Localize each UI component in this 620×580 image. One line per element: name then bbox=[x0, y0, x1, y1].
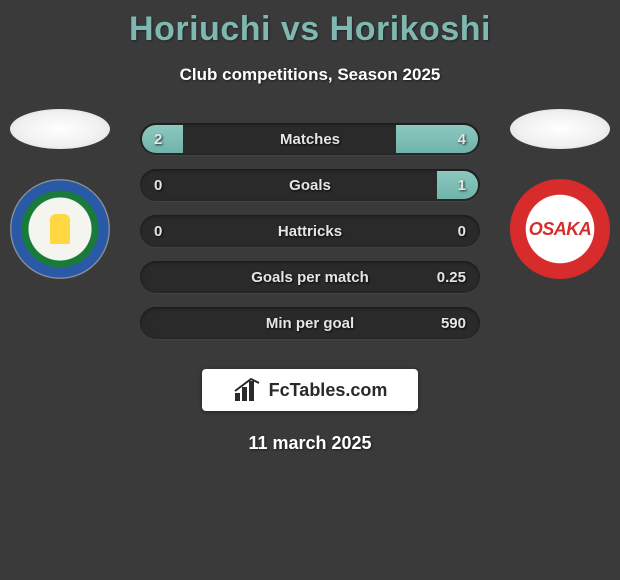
stat-fill-left bbox=[142, 125, 183, 153]
stat-value-right: 4 bbox=[458, 131, 466, 148]
branding-badge: FcTables.com bbox=[202, 369, 418, 411]
player-left-photo-placeholder bbox=[10, 109, 110, 149]
stat-label: Goals per match bbox=[251, 269, 369, 286]
player-right-photo-placeholder bbox=[510, 109, 610, 149]
stat-value-right: 0 bbox=[458, 223, 466, 240]
stat-row: 0 Hattricks 0 bbox=[140, 215, 480, 247]
player-left-slot bbox=[10, 109, 110, 279]
club-logo-right: OSAKA bbox=[510, 179, 610, 279]
comparison-title: Horiuchi vs Horikoshi bbox=[0, 0, 620, 49]
stat-label: Min per goal bbox=[266, 315, 354, 332]
stat-value-right: 1 bbox=[458, 177, 466, 194]
stat-row: Min per goal 590 bbox=[140, 307, 480, 339]
club-logo-right-text: OSAKA bbox=[529, 219, 592, 240]
stat-value-left: 0 bbox=[154, 177, 162, 194]
stats-list: 2 Matches 4 0 Goals 1 0 Hattricks 0 Goals per mat… bbox=[140, 123, 480, 339]
stat-value-left: 0 bbox=[154, 223, 162, 240]
stat-row: Goals per match 0.25 bbox=[140, 261, 480, 293]
stat-label: Goals bbox=[289, 177, 331, 194]
comparison-subtitle: Club competitions, Season 2025 bbox=[0, 65, 620, 85]
stat-row: 0 Goals 1 bbox=[140, 169, 480, 201]
footer-date: 11 march 2025 bbox=[0, 433, 620, 454]
stat-value-right: 0.25 bbox=[437, 269, 466, 286]
stat-value-left: 2 bbox=[154, 131, 162, 148]
club-logo-left bbox=[10, 179, 110, 279]
comparison-content: OSAKA 2 Matches 4 0 Goals 1 0 Hattricks 0 Goals p… bbox=[0, 123, 620, 454]
stat-label: Hattricks bbox=[278, 223, 342, 240]
player-right-slot: OSAKA bbox=[510, 109, 610, 279]
branding-text: FcTables.com bbox=[269, 380, 388, 401]
stat-row: 2 Matches 4 bbox=[140, 123, 480, 155]
stat-value-right: 590 bbox=[441, 315, 466, 332]
bar-chart-icon bbox=[233, 377, 263, 403]
stat-label: Matches bbox=[280, 131, 340, 148]
